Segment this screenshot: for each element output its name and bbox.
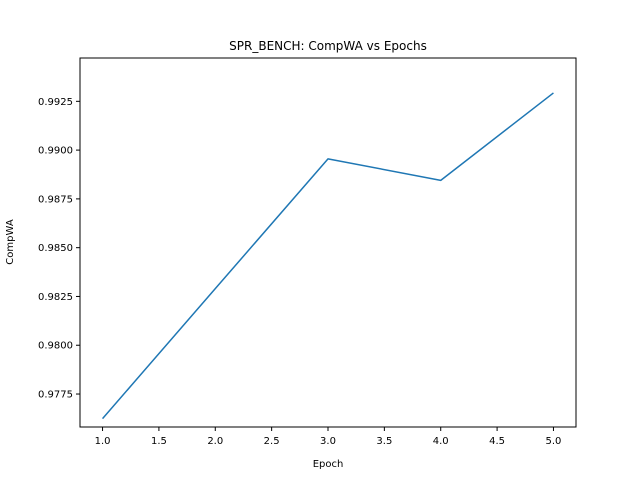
- series-layer: [101, 92, 554, 420]
- chart-title: SPR_BENCH: CompWA vs Epochs: [229, 39, 427, 53]
- y-tick-label: 0.9925: [38, 97, 73, 108]
- x-tick-label: 3.5: [376, 436, 392, 447]
- x-axis: 1.0 1.5 2.0 2.5 3.0 3.5 4.0 4.5 5.0: [95, 427, 562, 447]
- y-tick-label: 0.9800: [38, 341, 73, 352]
- x-tick-label: 4.0: [433, 436, 449, 447]
- x-axis-label: Epoch: [313, 459, 344, 470]
- x-tick-label: 3.0: [320, 436, 336, 447]
- y-tick-label: 0.9825: [38, 292, 73, 303]
- y-axis-label: CompWA: [5, 219, 16, 265]
- y-tick-label: 0.9775: [38, 390, 73, 401]
- x-tick-label: 1.5: [151, 436, 167, 447]
- plot-frame: [79, 57, 577, 428]
- y-axis: 0.9775 0.9800 0.9825 0.9850 0.9875 0.9900 0.99…: [38, 97, 80, 401]
- x-tick-label: 2.0: [207, 436, 223, 447]
- y-tick-label: 0.9875: [38, 194, 73, 205]
- y-tick-label: 0.9900: [38, 146, 73, 157]
- x-tick-label: 2.5: [264, 436, 280, 447]
- x-tick-label: 4.5: [489, 436, 505, 447]
- y-tick-label: 0.9850: [38, 243, 73, 254]
- x-tick-label: 5.0: [546, 436, 562, 447]
- x-tick-label: 1.0: [95, 436, 111, 447]
